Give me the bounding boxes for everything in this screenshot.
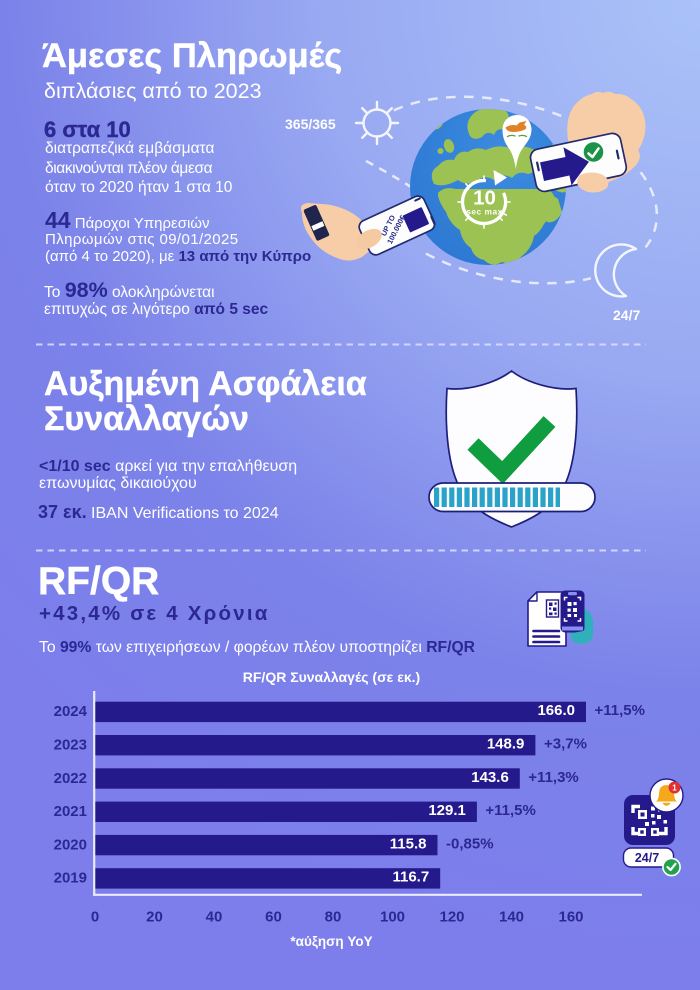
svg-text:+11,5%: +11,5%: [485, 802, 535, 819]
svg-text:160: 160: [558, 909, 583, 926]
svg-text:100: 100: [380, 909, 405, 926]
svg-text:20: 20: [146, 909, 163, 926]
svg-text:60: 60: [265, 909, 282, 926]
svg-text:-0,85%: -0,85%: [446, 835, 494, 852]
svg-text:80: 80: [325, 909, 342, 926]
svg-text:148.9: 148.9: [487, 736, 525, 753]
svg-text:120: 120: [439, 909, 464, 926]
svg-text:2019: 2019: [54, 870, 87, 887]
svg-text:115.8: 115.8: [390, 835, 427, 852]
svg-text:sec max: sec max: [466, 207, 503, 217]
svg-text:+11,5%: +11,5%: [595, 702, 645, 719]
svg-text:0: 0: [91, 909, 99, 926]
svg-text:2022: 2022: [54, 770, 87, 787]
svg-text:129.1: 129.1: [428, 802, 466, 819]
svg-text:2021: 2021: [54, 803, 87, 820]
svg-text:2024: 2024: [54, 703, 88, 720]
svg-text:24/7: 24/7: [635, 851, 659, 865]
svg-text:2020: 2020: [54, 836, 87, 853]
svg-text:10: 10: [473, 187, 496, 210]
svg-text:+3,7%: +3,7%: [544, 736, 587, 753]
svg-text:140: 140: [499, 909, 524, 926]
svg-text:2023: 2023: [54, 737, 87, 754]
svg-text:143.6: 143.6: [471, 769, 509, 786]
svg-text:166.0: 166.0: [537, 702, 575, 719]
svg-text:1: 1: [672, 784, 677, 793]
svg-text:40: 40: [206, 909, 223, 926]
svg-text:+11,3%: +11,3%: [528, 769, 578, 786]
svg-text:116.7: 116.7: [392, 869, 429, 886]
